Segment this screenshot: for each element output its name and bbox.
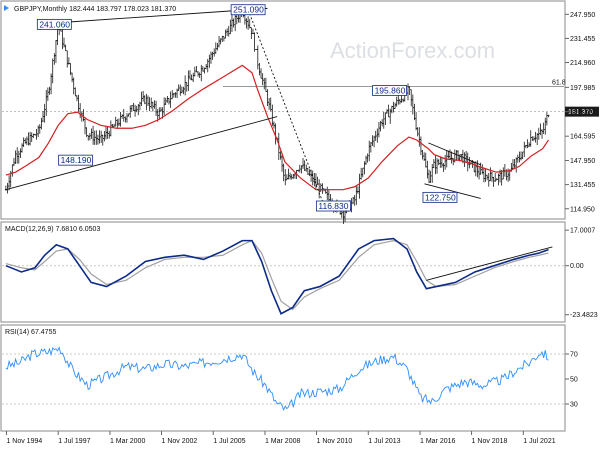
- grid-layer: [2, 86, 564, 405]
- price-bar: [547, 114, 550, 118]
- x-tick-label: 1 Jul 2005: [213, 438, 245, 445]
- price-panel: [0, 0, 566, 220]
- price-tick-label: 114.950: [570, 206, 595, 213]
- macd-header: MACD(12,26,9) 7.6810 6.0503: [5, 226, 100, 233]
- watermark: ActionForex.com: [330, 38, 495, 63]
- wedge-lower-line: [424, 183, 481, 199]
- price-label-text: 195.860: [375, 85, 406, 95]
- rsi-line: [5, 346, 549, 412]
- price-label-box: [58, 154, 94, 166]
- macd-tick-label: -23.4823: [570, 312, 598, 319]
- rsi-tick-label: 30: [570, 402, 578, 409]
- price-label-box: [36, 18, 72, 30]
- price-tick-label: 147.950: [570, 158, 595, 165]
- price-label-box: [422, 191, 458, 203]
- price-tick-label: 214.960: [570, 60, 595, 67]
- moving-average-line: [5, 64, 549, 191]
- price-bars: [4, 8, 550, 224]
- rsi-tick-label: 50: [570, 377, 578, 384]
- label-layer: 61.8 181.370 241.060 251.090 148.190 195.860 1…: [36, 4, 599, 212]
- price-label-box: [230, 4, 266, 16]
- lower-trendline: [5, 116, 278, 191]
- rsi-tick-label: 70: [570, 352, 578, 359]
- wedge-upper-line: [428, 142, 481, 166]
- macd-line: [5, 237, 549, 315]
- price-tick-label: 231.455: [570, 36, 595, 43]
- macd-tick-label: 17.0007: [570, 228, 595, 235]
- price-label-text: 251.090: [233, 5, 264, 15]
- macd-signal-line: [5, 239, 549, 311]
- price-tick-label: 131.455: [570, 182, 595, 189]
- rsi-header: RSI(14) 67.4755: [5, 329, 56, 336]
- x-tick-label: 1 Jul 1997: [58, 438, 90, 445]
- x-tick-label: 1 Mar 2000: [110, 438, 146, 445]
- fib-618-label: 61.8: [552, 80, 566, 87]
- price-label-box: [372, 85, 407, 96]
- price-tick-label: 247.950: [570, 12, 595, 19]
- macd-tick-label: 0.00: [570, 263, 584, 270]
- price-tick-label: 181.370: [570, 109, 595, 116]
- price-label-text: 122.750: [425, 192, 456, 202]
- x-tick-label: 1 Nov 2002: [161, 438, 197, 445]
- price-label-text: 116.830: [318, 201, 348, 211]
- price-label-text: 148.190: [61, 155, 92, 165]
- price-label-box: [315, 200, 351, 212]
- x-tick-label: 1 Nov 1994: [6, 438, 42, 445]
- macd-trendline: [426, 246, 553, 281]
- x-tick-label: 1 Mar 2008: [265, 438, 301, 445]
- dashed-trendline: [247, 9, 325, 205]
- series-layer: [4, 7, 553, 412]
- price-tick-label: 164.595: [570, 134, 595, 141]
- macd-panel: [0, 221, 566, 323]
- axes-layer: 247.950 231.455 214.960 197.985 181.370 164.5…: [5, 12, 598, 445]
- rsi-panel: [0, 324, 566, 432]
- symbol-icon: [4, 5, 9, 11]
- x-tick-label: 1 Nov 2018: [472, 438, 508, 445]
- price-tick-label: 197.985: [570, 85, 595, 92]
- last-price-tag: [565, 106, 599, 117]
- last-price-text: 181.370: [568, 109, 593, 116]
- price-label-text: 241.060: [39, 19, 70, 29]
- x-tick-label: 1 Jul 2013: [368, 438, 400, 445]
- x-tick-label: 1 Jul 2021: [523, 438, 555, 445]
- x-tick-label: 1 Nov 2010: [317, 438, 353, 445]
- x-tick-label: 1 Mar 2016: [420, 438, 456, 445]
- price-header: GBPJPY,Monthly 182.444 183.797 178.023 1…: [14, 6, 176, 13]
